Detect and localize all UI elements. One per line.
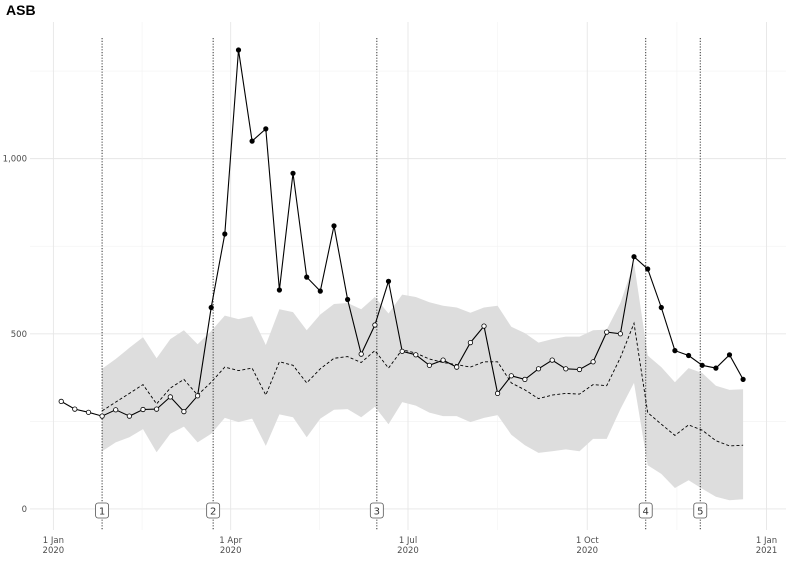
observed-point-exceeding: [713, 365, 719, 371]
event-label-box: [369, 502, 384, 519]
observed-point: [563, 366, 569, 372]
x-tick-label: 1 Jul: [399, 536, 417, 546]
observed-point: [181, 408, 187, 415]
event-lines: 1 2 3 4 5: [95, 38, 708, 530]
observed-point: [604, 329, 610, 335]
observed-point: [99, 413, 105, 419]
x-tick-label: 1 Apr: [219, 536, 242, 546]
observed-point-exceeding: [276, 287, 283, 293]
observed-point: [576, 366, 583, 373]
observed-point-exceeding: [208, 304, 214, 311]
x-tick-label: 1 Oct: [576, 536, 599, 546]
x-tick-label: 2021: [756, 546, 778, 556]
observed-point: [454, 364, 460, 370]
observed-point: [399, 348, 405, 354]
observed-point-exceeding: [304, 274, 310, 280]
observed-point: [440, 357, 446, 363]
observed-point: [535, 366, 542, 372]
event-label: 5: [697, 507, 703, 518]
x-tick-label: 2020: [220, 546, 242, 556]
observed-point: [358, 351, 364, 357]
event-label: 3: [374, 507, 380, 518]
observed-point: [372, 322, 378, 328]
y-tick-label: 0: [22, 505, 27, 515]
x-tick-label: 2020: [397, 546, 419, 556]
event-label-box: [206, 502, 221, 519]
series-points: [58, 47, 746, 419]
event-label: 4: [643, 507, 649, 518]
observed-point-exceeding: [345, 296, 351, 303]
observed-point-exceeding: [331, 223, 337, 229]
y-tick-label: 500: [11, 330, 27, 340]
observed-point-exceeding: [658, 304, 664, 311]
observed-point-exceeding: [290, 170, 296, 176]
observed-point-exceeding: [317, 288, 323, 294]
x-tick-label: 1 Jan: [43, 536, 64, 546]
event-label: 2: [210, 507, 216, 518]
x-tick-label: 2020: [43, 546, 65, 556]
observed-point: [195, 393, 201, 399]
observed-point: [113, 407, 119, 413]
observed-point-exceeding: [385, 278, 392, 284]
observed-point-exceeding: [740, 376, 746, 383]
prediction-interval-band: [102, 263, 744, 501]
observed-point: [549, 357, 555, 363]
observed-point: [85, 409, 92, 415]
observed-point: [72, 406, 78, 412]
observed-point: [494, 390, 501, 396]
observed-point-exceeding: [726, 352, 733, 358]
observed-point: [154, 406, 160, 412]
interval-ribbon: [102, 263, 744, 501]
observed-point-exceeding: [631, 254, 637, 260]
observed-point: [126, 413, 132, 419]
observed-point: [413, 352, 419, 358]
observed-point: [467, 339, 473, 346]
y-tick-label: 1,000: [3, 155, 27, 165]
event-label-box: [95, 502, 109, 519]
event-label: 1: [99, 507, 105, 518]
observed-point: [590, 359, 596, 365]
observed-point-exceeding: [222, 231, 228, 237]
observed-point-exceeding: [235, 47, 242, 53]
observed-point: [426, 362, 432, 368]
observed-point-exceeding: [263, 126, 269, 132]
observed-point-exceeding: [685, 352, 692, 359]
observed-point: [167, 394, 173, 400]
event-label-box: [638, 502, 653, 519]
event-label-box: [693, 502, 708, 519]
observed-point: [508, 373, 514, 379]
x-tick-label: 1 Jan: [756, 536, 777, 546]
observed-point: [140, 406, 146, 413]
expected-series-line: [101, 321, 744, 447]
observed-point-exceeding: [672, 348, 678, 354]
observed-point-exceeding: [645, 266, 651, 272]
observed-point: [58, 398, 64, 404]
observed-point: [617, 331, 624, 337]
observed-point-exceeding: [249, 138, 255, 144]
observed-point: [522, 376, 528, 382]
observed-point-exceeding: [699, 362, 705, 368]
chart-title: ASB: [6, 2, 36, 18]
x-tick-label: 2020: [576, 546, 598, 556]
observed-point: [481, 323, 487, 329]
